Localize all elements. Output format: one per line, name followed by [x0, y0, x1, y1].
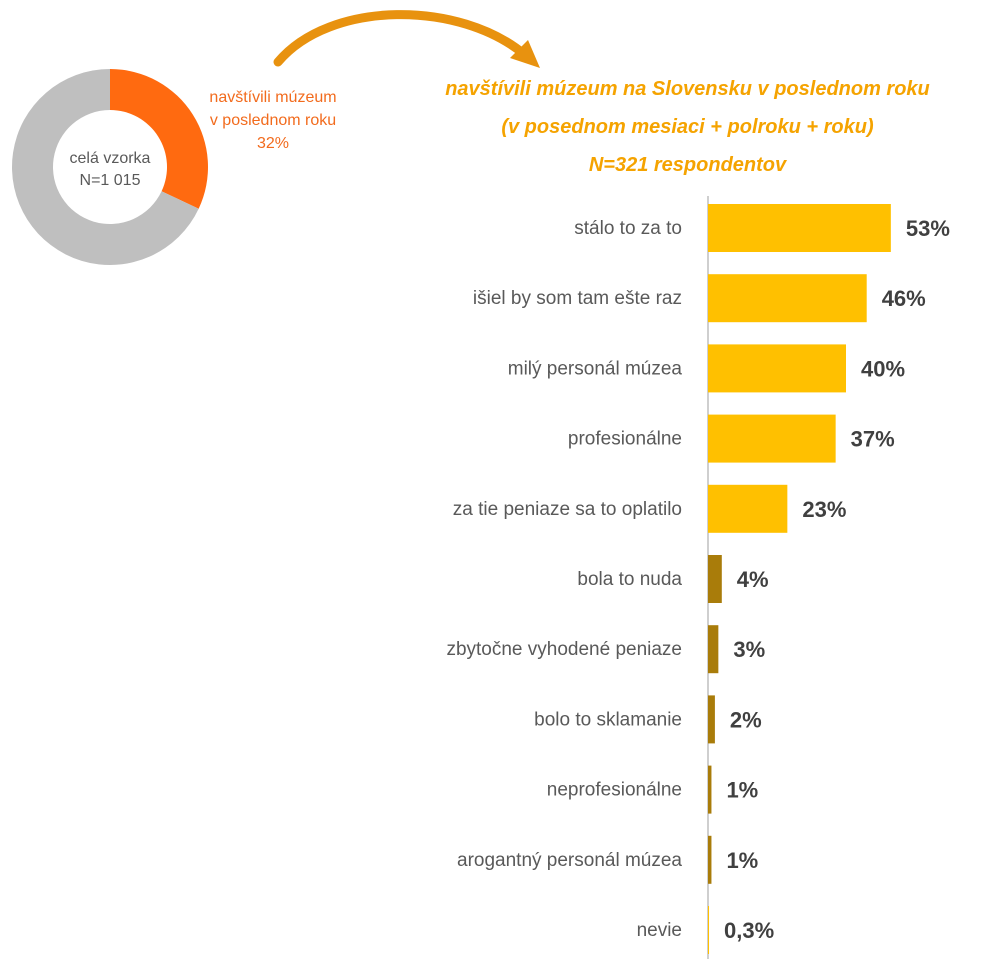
- bar-7: [708, 625, 719, 674]
- bar-4: [708, 414, 836, 463]
- bar-5: [708, 484, 788, 533]
- category-label-11: nevie: [637, 920, 682, 941]
- bar-chart: stálo to za to 53% išiel by som tam ešte r…: [446, 204, 950, 954]
- headline-line-2: (v posednom mesiaci + polroku + roku): [501, 116, 874, 138]
- donut-slice-1: [110, 69, 208, 209]
- value-label-7: 3%: [733, 637, 765, 662]
- bar-10: [708, 835, 712, 884]
- category-label-6: bola to nuda: [577, 569, 682, 590]
- category-label-9: neprofesionálne: [547, 780, 682, 801]
- donut-label-line-1: navštívili múzeum: [209, 89, 337, 106]
- donut-label-line-3: 32%: [256, 135, 290, 152]
- value-label-8: 2%: [730, 707, 762, 732]
- value-label-6: 4%: [737, 567, 769, 592]
- category-label-7: zbytočne vyhodené peniaze: [446, 639, 682, 660]
- headline-line-1: navštívili múzeum na Slovensku v posledn…: [445, 78, 930, 100]
- category-label-5: za tie peniaze sa to oplatilo: [453, 499, 682, 520]
- category-label-8: bolo to sklamanie: [534, 709, 682, 730]
- bar-3: [708, 344, 846, 393]
- value-label-1: 53%: [906, 216, 950, 241]
- value-label-11: 0,3%: [724, 918, 774, 943]
- donut-center-line-1: celá vzorka: [69, 150, 151, 167]
- category-label-3: milý personál múzea: [508, 358, 683, 379]
- value-label-5: 23%: [802, 497, 846, 522]
- value-label-3: 40%: [861, 356, 905, 381]
- donut-slice-2: [12, 68, 199, 265]
- donut-slice-label: navštívili múzeum v poslednom roku 32%: [183, 86, 363, 155]
- chart-headline: navštívili múzeum na Slovensku v posledn…: [380, 70, 995, 184]
- category-label-4: profesionálne: [568, 429, 682, 450]
- value-label-4: 37%: [851, 427, 895, 452]
- bar-2: [708, 274, 867, 323]
- category-label-1: stálo to za to: [574, 218, 682, 239]
- donut-center-line-2: N=1 015: [79, 172, 141, 189]
- bar-1: [708, 204, 891, 252]
- category-label-2: išiel by som tam ešte raz: [473, 288, 682, 309]
- headline-line-3: N=321 respondentov: [588, 154, 787, 176]
- value-label-9: 1%: [726, 778, 758, 803]
- bar-8: [708, 695, 715, 744]
- donut-center-label: celá vzorka N=1 015: [40, 148, 180, 192]
- value-label-10: 1%: [726, 848, 758, 873]
- bar-6: [708, 555, 722, 603]
- category-label-10: arogantný personál múzea: [457, 850, 682, 871]
- curved-arrow-icon: [273, 10, 530, 67]
- arrow-head-icon: [510, 40, 540, 68]
- bar-11: [708, 906, 710, 954]
- value-label-2: 46%: [882, 286, 926, 311]
- donut-chart: [12, 68, 208, 265]
- donut-label-line-2: v poslednom roku: [209, 112, 337, 129]
- bar-9: [708, 765, 712, 814]
